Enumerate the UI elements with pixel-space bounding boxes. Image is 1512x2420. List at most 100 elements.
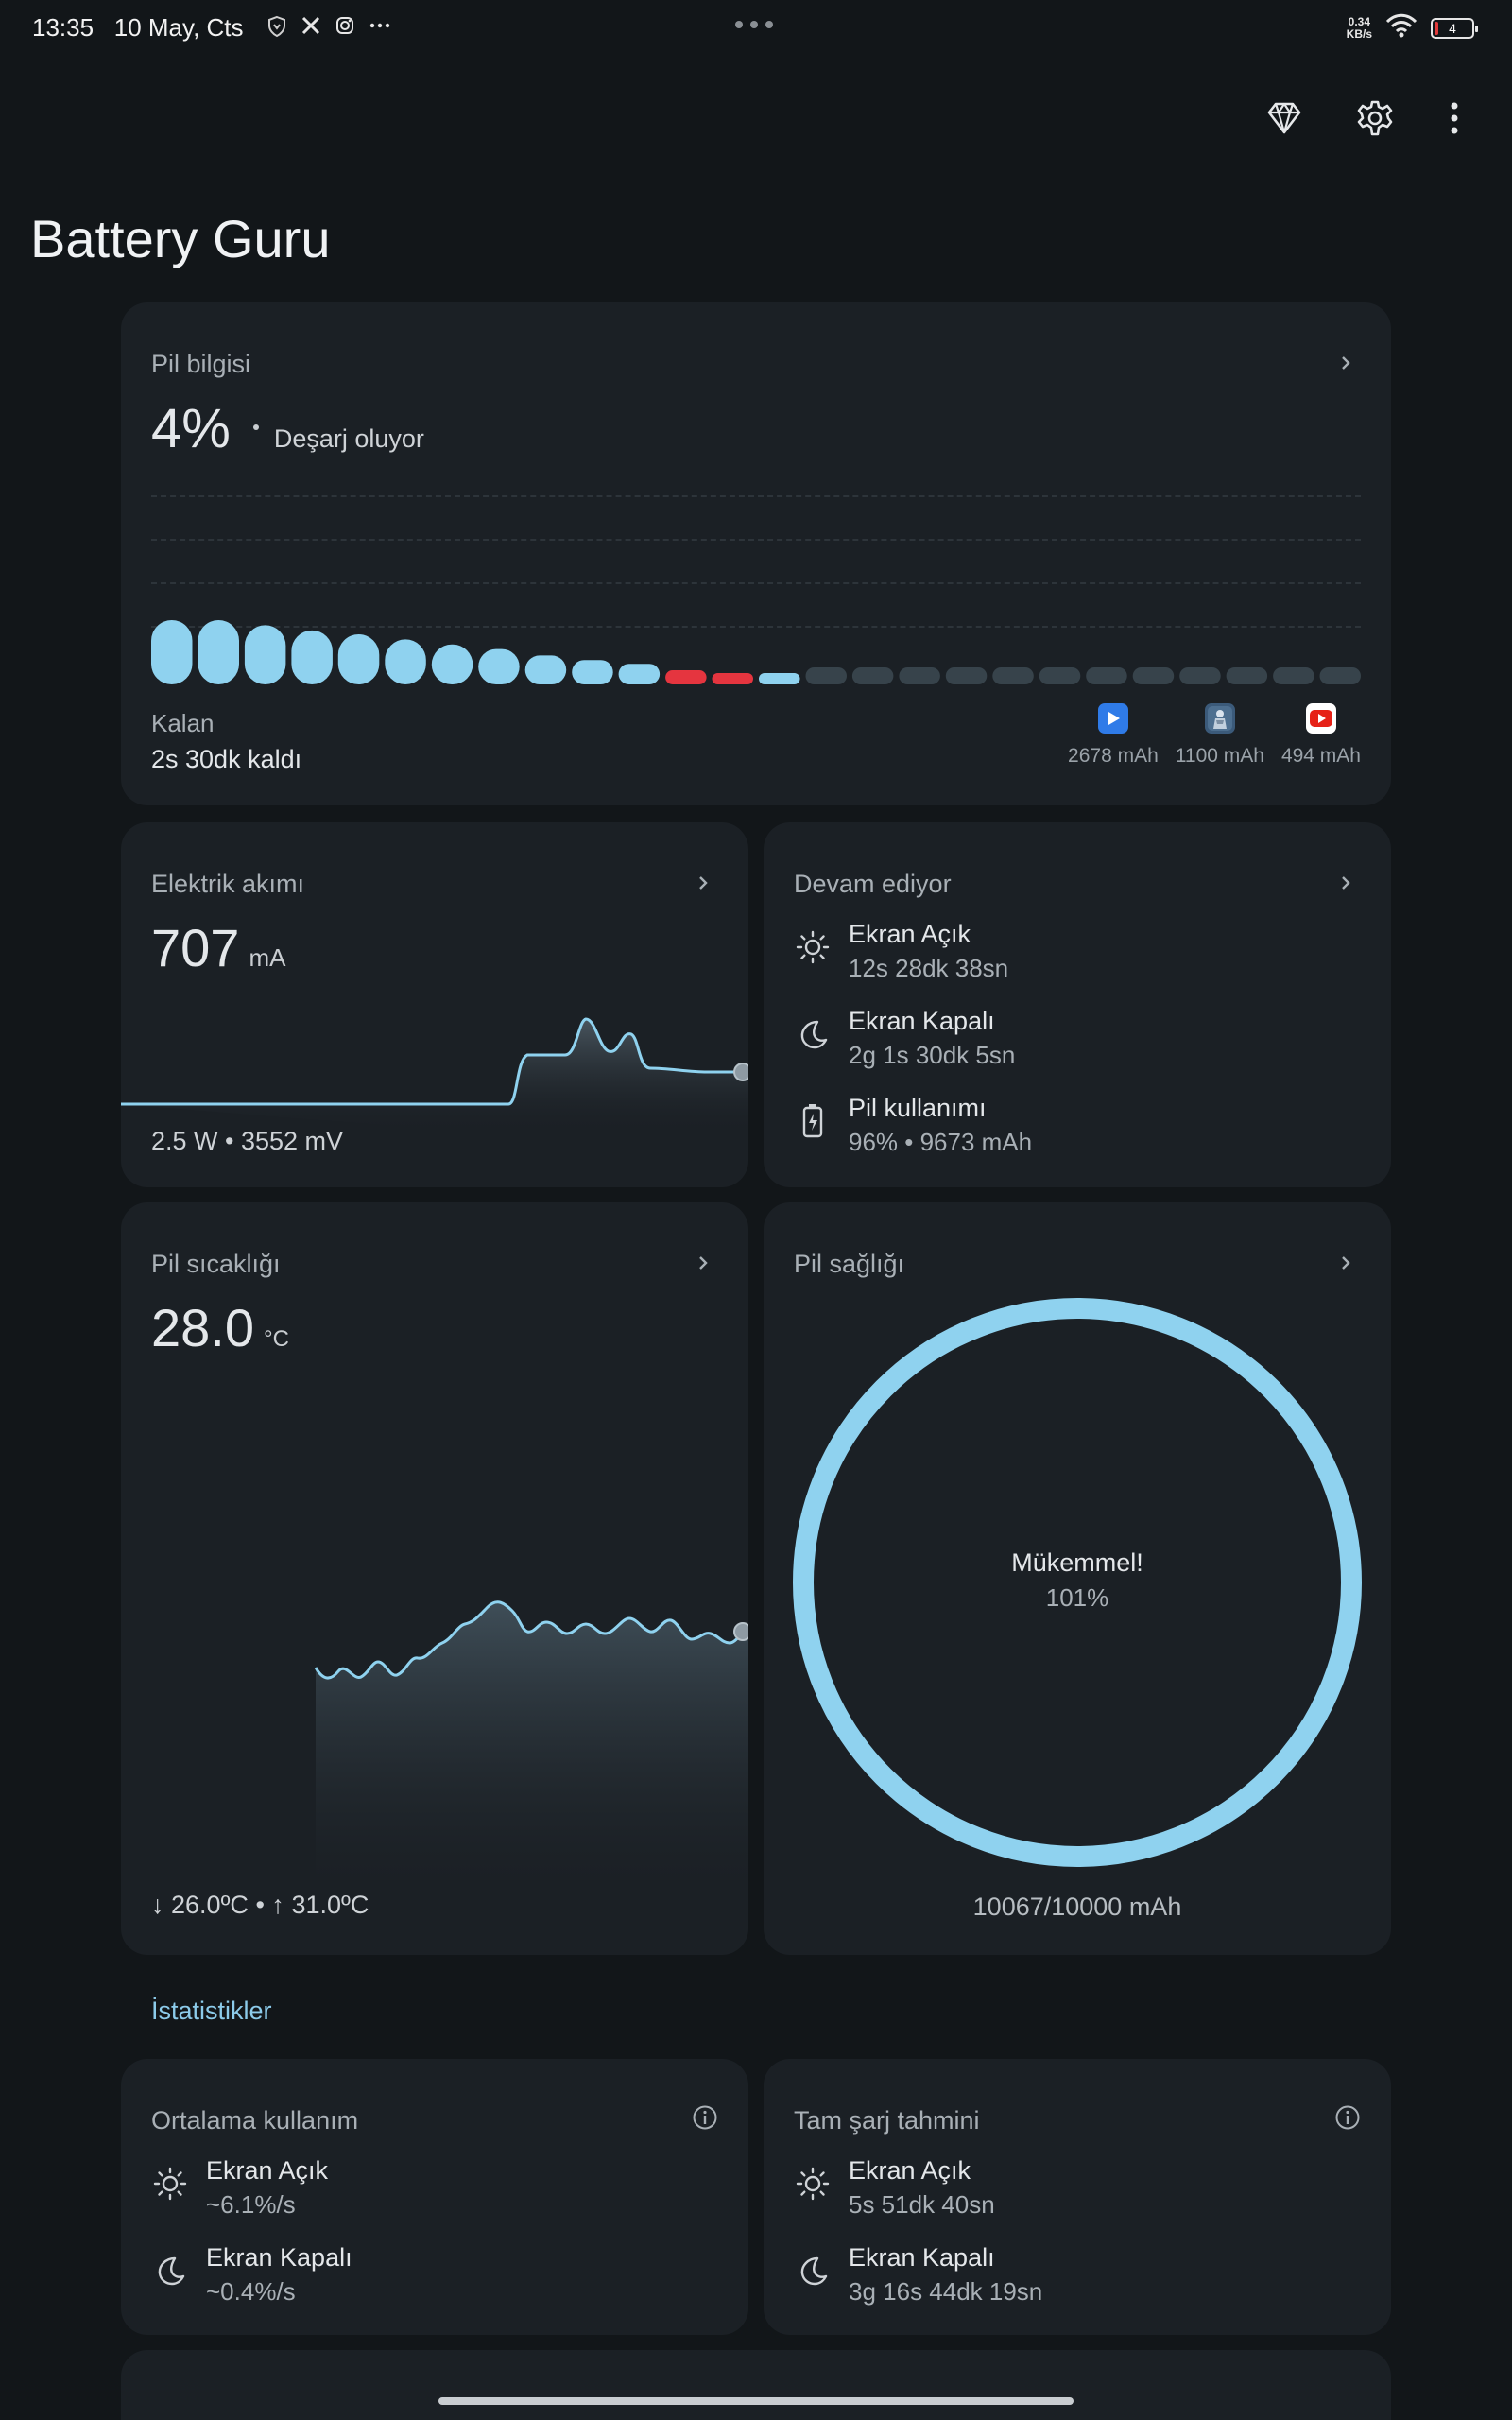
system-status: 0.34 KB/s 4 — [1347, 13, 1478, 43]
date: 10 May, Cts — [113, 13, 244, 42]
card-title: Devam ediyor — [794, 870, 952, 898]
battery-level-bar — [851, 667, 894, 684]
battery-level-bar — [1086, 667, 1127, 684]
current-value: 707 — [151, 918, 240, 977]
temperature-value: 28.0 — [151, 1298, 254, 1357]
screen-off-label: Ekran Kapalı — [206, 2243, 352, 2272]
remaining-label: Kalan — [151, 709, 215, 737]
chevron-right-icon — [1342, 356, 1350, 370]
battery-temperature-card[interactable]: Pil sıcaklığı 28.0 °C ↓ 26.0ºC • ↑ 31.0º… — [121, 1202, 748, 1955]
overflow-menu-button[interactable] — [1431, 95, 1478, 142]
premium-diamond-button[interactable] — [1261, 95, 1308, 142]
home-indicator[interactable] — [438, 2397, 1074, 2405]
list-item: Ekran Açık ~6.1%/s — [151, 2153, 718, 2221]
battery-level-bar — [712, 673, 753, 684]
app-usage-item[interactable]: 2678 mAh — [1068, 703, 1159, 768]
more-vertical-icon — [1451, 102, 1458, 134]
card-title: Pil sağlığı — [794, 1250, 905, 1278]
screen-off-value: ~0.4%/s — [206, 2277, 296, 2306]
screen-off-label: Ekran Kapalı — [849, 2243, 995, 2272]
battery-level-bar — [805, 667, 847, 684]
info-icon[interactable] — [692, 2104, 718, 2131]
settings-button[interactable] — [1351, 95, 1399, 142]
battery-level-bar — [478, 648, 520, 684]
screen-on-label: Ekran Açık — [206, 2156, 329, 2185]
chevron-right-icon — [1342, 876, 1350, 890]
card-title: Pil bilgisi — [151, 350, 251, 378]
battery-usage-value: 96% • 9673 mAh — [849, 1128, 1033, 1156]
more-notifications-icon — [369, 15, 390, 38]
battery-level-bar — [1039, 667, 1081, 684]
chevron-right-icon — [699, 1256, 708, 1270]
card-title: Tam şarj tahmini — [794, 2106, 980, 2135]
list-item: Pil kullanımı 96% • 9673 mAh — [794, 1091, 1361, 1159]
screen-off-label: Ekran Kapalı — [849, 1007, 995, 1035]
battery-level-bar — [385, 639, 426, 684]
separator: • — [255, 1891, 265, 1919]
average-usage-list: Ekran Açık ~6.1%/s Ekran Kapalı ~0.4%/s — [151, 2153, 718, 2327]
health-capacity: 10067/10000 mAh — [972, 1893, 1182, 1921]
current-value-row: 707 mA — [151, 917, 285, 978]
screen-off-value: 3g 16s 44dk 19sn — [849, 2277, 1043, 2306]
battery-level-bar — [291, 630, 333, 684]
battery-level-bar — [524, 655, 567, 684]
sun-icon — [794, 2165, 832, 2203]
battery-info-card[interactable]: Pil bilgisi 4% Deşarj oluyor Kalan 2s 30… — [121, 302, 1391, 805]
chart-gridlines — [151, 495, 1361, 669]
screen-on-value: 5s 51dk 40sn — [849, 2190, 995, 2219]
app-usage-item[interactable]: 1100 mAh — [1176, 703, 1264, 768]
screen-on-value: ~6.1%/s — [206, 2190, 296, 2219]
app-bar-actions — [0, 95, 1512, 142]
multitask-handle-icon[interactable] — [735, 21, 773, 28]
screen-on-value: 12s 28dk 38sn — [849, 954, 1009, 982]
full-charge-estimate-card[interactable]: Tam şarj tahmini Ekran Açık 5s 51dk 40sn… — [764, 2059, 1391, 2335]
diamond-icon — [1267, 102, 1301, 134]
battery-level-bar — [198, 620, 239, 684]
moon-icon — [151, 2252, 189, 2290]
battery-health-card[interactable]: Pil sağlığı Mükemmel! 101% 10067/10000 m… — [764, 1202, 1391, 1955]
health-percent: 101% — [1045, 1583, 1109, 1612]
ongoing-card[interactable]: Devam ediyor Ekran Açık 12s 28dk 38sn Ek… — [764, 822, 1391, 1187]
battery-level-bar — [1179, 667, 1221, 684]
list-item: Ekran Kapalı ~0.4%/s — [151, 2240, 718, 2308]
wifi-icon — [1385, 13, 1418, 43]
sun-icon — [794, 928, 832, 966]
electric-current-card[interactable]: Elektrik akımı 707 mA 2.5 W • 3552 mV — [121, 822, 748, 1187]
chevron-right-icon — [1342, 1256, 1350, 1270]
battery-usage-label: Pil kullanımı — [849, 1094, 987, 1122]
card-title: Pil sıcaklığı — [151, 1250, 281, 1278]
battery-level-bar — [431, 644, 473, 684]
battery-level-bar — [992, 667, 1034, 684]
battery-percent-row: 4% Deşarj oluyor — [151, 397, 424, 460]
battery-percent: 4% — [151, 398, 231, 459]
current-sparkline — [121, 1017, 748, 1134]
power-voltage: 2.5 W • 3552 mV — [151, 1127, 344, 1155]
battery-charge-icon — [794, 1102, 832, 1140]
temperature-max: 31.0ºC — [291, 1891, 369, 1919]
screen-on-label: Ekran Açık — [849, 2156, 971, 2185]
screen-on-label: Ekran Açık — [849, 920, 971, 948]
info-icon[interactable] — [1334, 2104, 1361, 2131]
battery-level-bar — [337, 634, 380, 684]
app-usage-item[interactable]: 494 mAh — [1281, 703, 1361, 768]
temperature-unit: °C — [264, 1326, 289, 1352]
list-item: Ekran Açık 12s 28dk 38sn — [794, 917, 1361, 985]
card-title: Ortalama kullanım — [151, 2106, 359, 2135]
remaining-value: 2s 30dk kaldı — [151, 745, 302, 773]
average-usage-card[interactable]: Ortalama kullanım Ekran Açık ~6.1%/s Ekr… — [121, 2059, 748, 2335]
battery-level-bar — [1132, 667, 1175, 684]
app-title: Battery Guru — [30, 209, 331, 268]
app-mah: 1100 mAh — [1175, 745, 1264, 767]
battery-level-bar — [665, 670, 707, 684]
list-item: Ekran Kapalı 3g 16s 44dk 19sn — [794, 2240, 1361, 2308]
gear-icon — [1357, 100, 1393, 136]
card-title: Elektrik akımı — [151, 870, 305, 898]
health-summary: Mükemmel! 101% — [764, 1548, 1391, 1613]
statistics-section-title: İstatistikler — [151, 1996, 272, 2025]
battery-level-bar — [1226, 667, 1268, 684]
battery-level-bar — [244, 625, 286, 684]
list-item: Ekran Açık 5s 51dk 40sn — [794, 2153, 1361, 2221]
partial-card — [121, 2350, 1391, 2420]
battery-level-bar — [759, 673, 800, 684]
battery-level-bar — [572, 660, 613, 684]
